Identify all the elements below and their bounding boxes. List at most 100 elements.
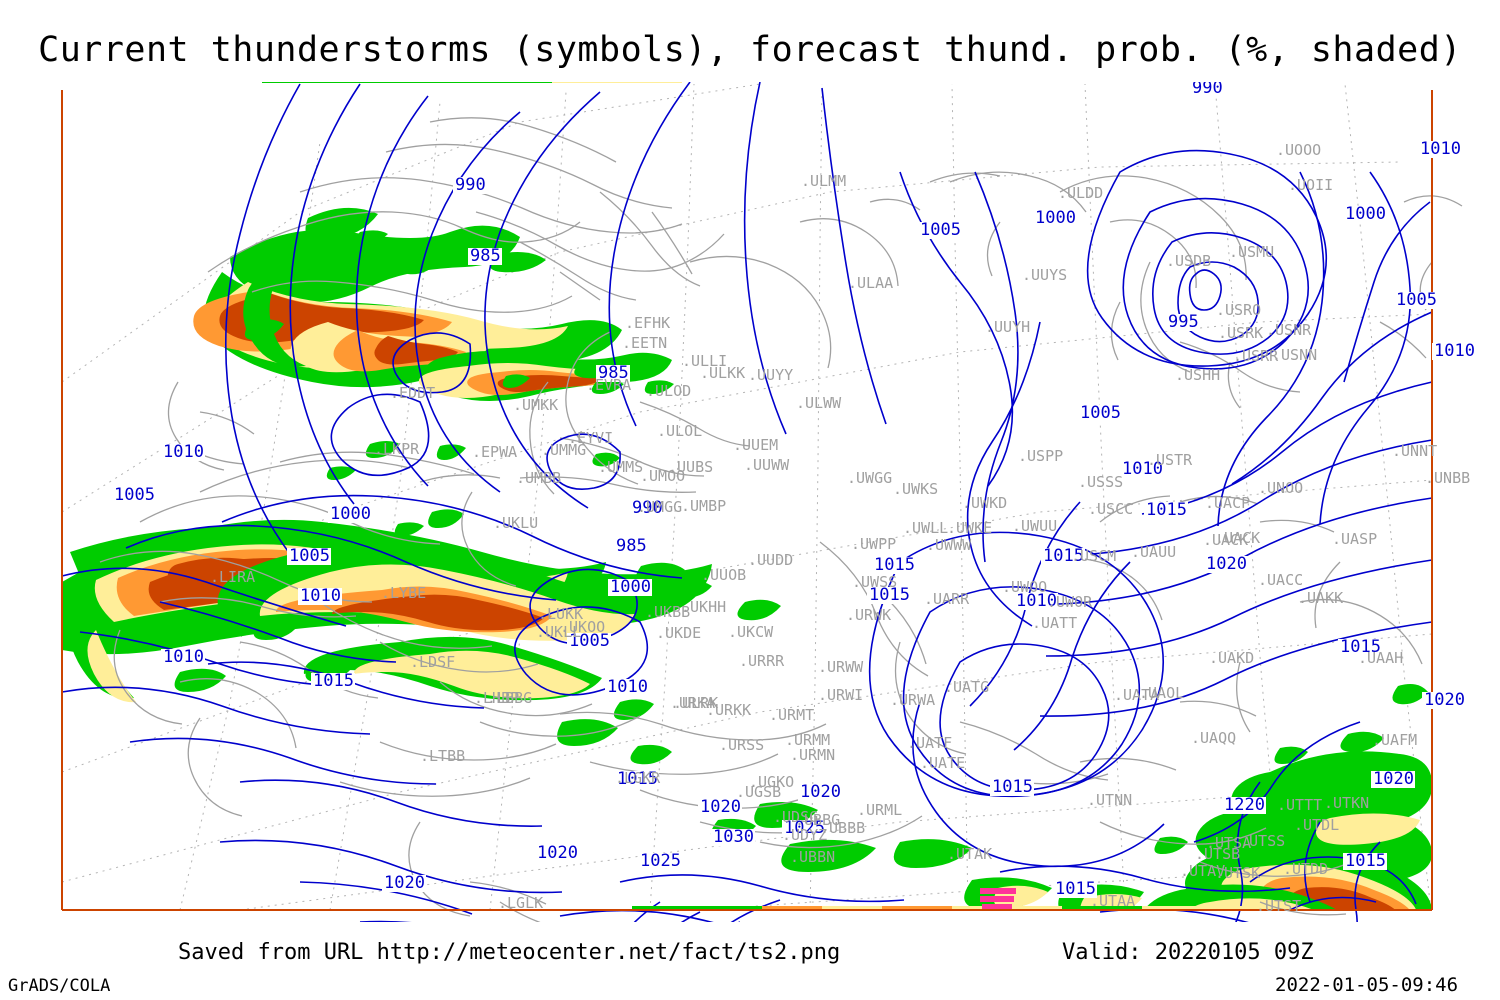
station-label: .UDYZ (782, 826, 827, 844)
isobar-label: 1020 (1371, 769, 1415, 789)
isobar-label: 1020 (1422, 690, 1466, 710)
station-label: .EPWA (472, 443, 517, 461)
station-label: .ULKK (700, 364, 745, 382)
station-label: .UATA (1114, 686, 1159, 704)
isobar-label: 1010 (1432, 341, 1476, 361)
isobar-label-text: 1000 (610, 577, 651, 597)
station-label: .UKCW (728, 623, 774, 641)
isobar-label-text: 1025 (640, 851, 681, 871)
isobar-label: 1025 (638, 851, 682, 871)
station-label: .UMBB (516, 469, 561, 487)
station-label: .UATT (1032, 614, 1077, 632)
isobar-label-text: 1020 (1206, 554, 1247, 574)
isobar-label-text: 1005 (114, 485, 155, 505)
isobar-label-text: 1020 (1424, 690, 1465, 710)
graticule-layer (61, 83, 1433, 911)
station-label: .UKHH (681, 598, 726, 616)
isobar-label: 990 (1190, 82, 1224, 98)
isobar-label-text: 1015 (992, 777, 1033, 797)
isobar-label-text: 1015 (1345, 851, 1386, 871)
isobar-label-text: 990 (1192, 82, 1223, 98)
isobar-label-text: 1005 (569, 631, 610, 651)
station-label: .UACP (1205, 494, 1250, 512)
isobar-label: 1015 (1041, 546, 1085, 566)
station-label: .UAUU (1131, 543, 1176, 561)
station-label: .ULMM (801, 172, 846, 190)
valid-time-caption: Valid: 20220105 09Z (1062, 940, 1314, 965)
station-label: .UDSG (773, 808, 818, 826)
station-label: .LGLK (498, 894, 543, 912)
station-label: .UKOO (560, 618, 605, 636)
station-label: .UUOB (701, 566, 746, 584)
station-label: .UMKK (513, 396, 558, 414)
station-label: .UWWW (926, 536, 972, 554)
map-graphic[interactable]: 990 985 985 1010 1005 1000 1005 1010 990 985 1000 1… (0, 82, 1500, 922)
isobar-label: 1005 (567, 631, 611, 651)
station-label: .UOII (1288, 176, 1333, 194)
station-label: .URWA (890, 691, 935, 709)
isobar-label-text: 1010 (163, 442, 204, 462)
isobar-label: 1010 (161, 647, 205, 667)
station-label: .UWKS (893, 480, 938, 498)
station-label: .UTDD (1283, 860, 1328, 878)
station-label: .UUEM (733, 436, 778, 454)
isobar-label-text: 1030 (713, 827, 754, 847)
station-label: .URSS (719, 736, 764, 754)
isobar-label: 1005 (1078, 403, 1122, 423)
station-label: .ULRK (673, 694, 718, 712)
isobar-label-text: 985 (470, 246, 501, 266)
isobar-label-text: 1025 (784, 818, 825, 838)
station-label: .UUYH (985, 318, 1030, 336)
station-label: .LGKR (615, 769, 661, 787)
station-label: .LTBB (420, 747, 465, 765)
isobar-labels: 990 985 985 1010 1005 1000 1005 1010 990 985 1000 1… (112, 82, 1476, 899)
isobar-label: 1020 (1204, 554, 1248, 574)
station-label: .UAKK (1298, 589, 1343, 607)
station-label: .USCM (1071, 547, 1116, 565)
station-label: .USRR (1233, 347, 1279, 365)
isobar-label-text: 1000 (1345, 204, 1386, 224)
shade-band-alps (62, 519, 712, 746)
station-label: .ULDD (1058, 184, 1103, 202)
station-label: .UTAK (947, 845, 992, 863)
station-label: .UTKN (1324, 794, 1369, 812)
station-label: .UMMS (598, 458, 643, 476)
isobar-label: 1000 (1343, 204, 1387, 224)
station-label: .USMU (1229, 243, 1274, 261)
isobar-label: 1010 (298, 586, 342, 606)
isobar-label: 1015 (1338, 637, 1382, 657)
weather-map-canvas[interactable]: 990 985 985 1010 1005 1000 1005 1010 990 985 1000 1… (0, 82, 1500, 922)
isobar-label: 990 (453, 175, 487, 195)
isobar-label-text: 1015 (1340, 637, 1381, 657)
station-label: .USCC (1088, 500, 1133, 518)
station-label: .UACC (1258, 571, 1303, 589)
station-label: .UMOO (640, 467, 685, 485)
isobar-label: 1005 (287, 546, 331, 566)
isobar-label: 1015 (1343, 851, 1387, 871)
isobar-label-text: 985 (598, 363, 629, 383)
thunderstorm-symbol (980, 888, 1016, 909)
isobar-label-text: 1015 (1055, 879, 1096, 899)
station-label: .UKDE (656, 624, 701, 642)
station-label: .UWUU (1012, 517, 1057, 535)
isobar-label: 985 (596, 363, 630, 383)
isobar-label-text: 1010 (1016, 591, 1057, 611)
station-label: .LDSF (410, 653, 455, 671)
page-title: Current thunderstorms (symbols), forecas… (38, 30, 1462, 70)
isobar-label: 1030 (711, 827, 755, 847)
isobar-label-text: 1000 (1035, 208, 1076, 228)
station-label: .UAKD (1209, 649, 1254, 667)
station-label: .UMMG (541, 441, 586, 459)
isobar-label: 1005 (1394, 290, 1438, 310)
isobar-label-text: 1010 (163, 647, 204, 667)
probability-shading-layer (62, 207, 1432, 910)
isobar-label-text: 1010 (1122, 459, 1163, 479)
isobar-label-text: 1015 (313, 671, 354, 691)
isobar-label-text: 1005 (1396, 290, 1437, 310)
station-label: .UOOO (1276, 141, 1321, 159)
station-label: .URWK (846, 606, 891, 624)
station-label: .UACK (1203, 531, 1248, 549)
station-label: .UNBB (1425, 469, 1470, 487)
station-label: .UNNT (1392, 442, 1437, 460)
isobar-label-text: 1015 (1146, 500, 1187, 520)
